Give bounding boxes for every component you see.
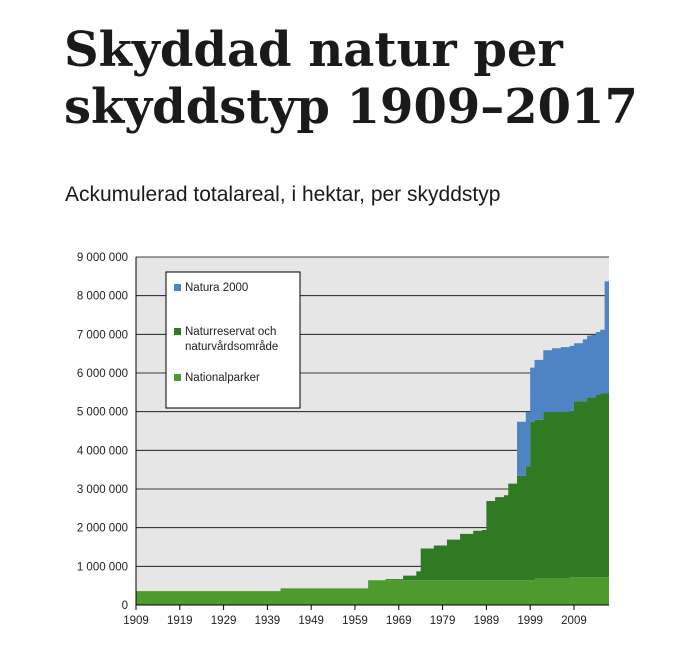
legend-label-0: Natura 2000 bbox=[185, 282, 248, 294]
legend-label-1: Naturreservat och naturvårdsområde bbox=[185, 326, 278, 353]
x-tick-label-4: 1949 bbox=[298, 615, 324, 627]
chart-subtitle: Ackumulerad totalareal, i hektar, per sk… bbox=[65, 183, 501, 206]
legend-label-2: Nationalparker bbox=[185, 372, 260, 384]
y-tick-label-6: 6 000 000 bbox=[77, 368, 128, 380]
area-series-1 bbox=[136, 390, 609, 592]
y-tick-label-7: 7 000 000 bbox=[77, 329, 128, 341]
y-axis-tick-labels: 0 1 000 000 2 000 000 3 000 000 4 000 000 5 0… bbox=[77, 252, 128, 612]
y-tick-label-9: 9 000 000 bbox=[77, 252, 128, 264]
y-tick-label-5: 5 000 000 bbox=[77, 407, 128, 419]
x-tick-label-10: 2009 bbox=[561, 615, 587, 627]
x-tick-label-0: 1909 bbox=[123, 615, 149, 627]
y-tick-label-3: 3 000 000 bbox=[77, 484, 128, 496]
legend-swatch-2 bbox=[174, 374, 181, 381]
x-tick-label-9: 1999 bbox=[517, 615, 543, 627]
stacked-areas bbox=[136, 277, 609, 605]
y-tick-label-4: 4 000 000 bbox=[77, 445, 128, 457]
x-tick-label-8: 1989 bbox=[474, 615, 500, 627]
y-tick-label-8: 8 000 000 bbox=[77, 291, 128, 303]
x-tick-label-2: 1929 bbox=[211, 615, 237, 627]
x-tick-label-5: 1959 bbox=[342, 615, 368, 627]
x-tick-label-6: 1969 bbox=[386, 615, 412, 627]
legend-box bbox=[165, 271, 301, 409]
y-tick-label-2: 2 000 000 bbox=[77, 523, 128, 535]
x-axis-tick-labels: 1909 1919 1929 1939 1949 1959 1969 1979 1989 1999… bbox=[123, 605, 587, 627]
y-tick-label-0: 0 bbox=[122, 600, 128, 612]
legend: Natura 2000 Naturreservat och naturvårdsom… bbox=[165, 271, 301, 409]
x-tick-label-7: 1979 bbox=[430, 615, 456, 627]
legend-swatch-0 bbox=[174, 284, 181, 291]
x-tick-label-1: 1919 bbox=[167, 615, 193, 627]
area-series-0 bbox=[136, 576, 609, 605]
legend-swatch-1 bbox=[174, 328, 181, 335]
y-tick-label-1: 1 000 000 bbox=[77, 561, 128, 573]
x-tick-label-3: 1939 bbox=[255, 615, 281, 627]
chart-title: Skyddad natur per skyddstyp 1909–2017 bbox=[64, 22, 638, 135]
